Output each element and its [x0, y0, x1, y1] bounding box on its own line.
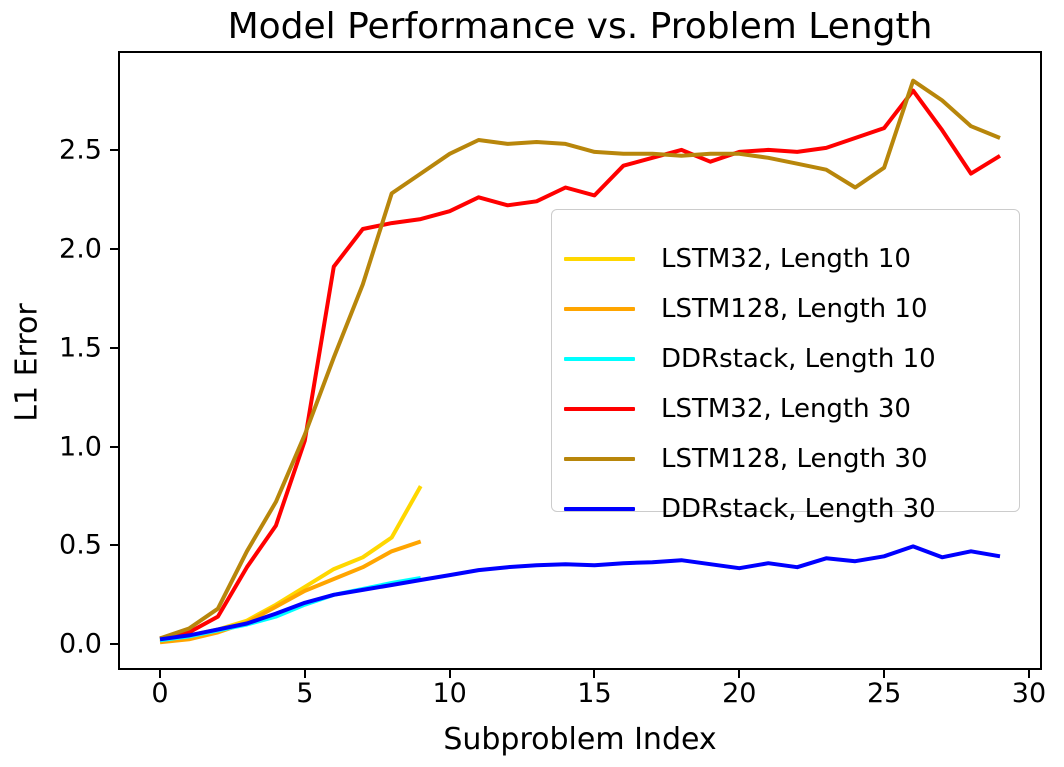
x-tick-label: 15 [577, 678, 612, 709]
x-tick-label: 0 [151, 678, 169, 709]
legend-item-ddrstack-length-10: DDRstack, Length 10 [564, 334, 1019, 384]
legend-item-lstm32-length-10: LSTM32, Length 10 [564, 234, 1019, 284]
x-axis-label: Subproblem Index [443, 722, 717, 757]
legend-line-swatch [564, 457, 635, 461]
legend-line-swatch [564, 257, 635, 261]
y-tick-label: 1.5 [59, 332, 102, 364]
y-tick-mark [110, 346, 118, 349]
legend-item-ddrstack-length-30: DDRstack, Length 30 [564, 484, 1019, 534]
legend-line-swatch [564, 507, 635, 511]
legend-line-swatch [564, 357, 635, 361]
y-tick-label: 1.0 [59, 431, 102, 463]
legend-label: LSTM128, Length 30 [661, 444, 928, 474]
x-tick-label: 30 [1011, 678, 1047, 709]
y-tick-mark [110, 247, 118, 250]
line-lstm32-length-10 [159, 485, 423, 643]
y-tick-mark [110, 445, 118, 448]
legend-item-lstm128-length-10: LSTM128, Length 10 [564, 284, 1019, 334]
legend-label: LSTM32, Length 10 [661, 244, 911, 274]
y-axis-label: L1 Error [9, 303, 45, 422]
y-tick-label: 0.5 [59, 529, 102, 561]
line-lstm128-length-10 [159, 539, 422, 645]
y-tick-label: 2.5 [59, 134, 102, 166]
y-tick-label: 0.0 [59, 628, 102, 660]
legend-label: LSTM32, Length 30 [661, 394, 911, 424]
legend-item-lstm128-length-30: LSTM128, Length 30 [564, 434, 1019, 484]
y-tick-label: 2.0 [59, 233, 102, 265]
legend: LSTM32, Length 10 LSTM128, Length 10 DDRst… [551, 209, 1020, 524]
x-tick-mark [303, 670, 306, 678]
chart-title: Model Performance vs. Problem Length [227, 6, 933, 47]
x-tick-label: 20 [722, 678, 757, 709]
x-tick-mark [1027, 670, 1030, 678]
x-tick-mark [159, 670, 161, 678]
x-tick-label: 5 [296, 678, 314, 709]
y-tick-mark [110, 643, 118, 646]
x-tick-mark [738, 670, 741, 678]
x-tick-mark [883, 670, 886, 678]
x-tick-mark [593, 670, 596, 678]
line-lstm32-length-30 [159, 88, 1002, 641]
legend-label: DDRstack, Length 30 [661, 494, 936, 524]
x-tick-label: 10 [432, 678, 467, 709]
legend-line-swatch [564, 307, 635, 311]
x-tick-label: 25 [866, 678, 902, 709]
x-tick-mark [448, 670, 451, 678]
legend-label: LSTM128, Length 10 [661, 294, 928, 324]
line-ddrstack-length-30 [159, 544, 1001, 642]
y-tick-mark [110, 148, 118, 151]
legend-label: DDRstack, Length 10 [661, 344, 936, 374]
legend-line-swatch [564, 407, 635, 411]
legend-item-lstm32-length-30: LSTM32, Length 30 [564, 384, 1019, 434]
y-tick-mark [110, 544, 118, 547]
line-lstm128-length-30 [159, 78, 1001, 641]
